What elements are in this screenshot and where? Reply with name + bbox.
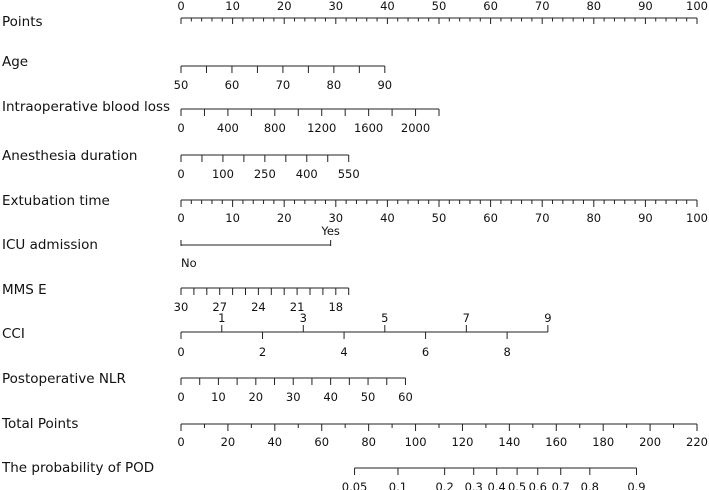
blood-loss-tick-label: 800 [264, 121, 286, 135]
extubation-time-title: Extubation time [2, 193, 110, 209]
extubation-tick-label: 10 [225, 211, 240, 225]
probability-tick-label: 0.2 [435, 480, 453, 490]
probability-tick-label: 0.05 [342, 480, 368, 490]
points-title: Points [2, 14, 43, 30]
cci-tick-label: 1 [218, 311, 225, 325]
probability-tick-label: 0.4 [488, 480, 506, 490]
cci-tick-label: 4 [340, 345, 347, 359]
points-tick-label: 20 [277, 0, 292, 13]
anesthesia-duration-tick-label: 250 [254, 167, 276, 181]
total-points-tick-label: 100 [405, 435, 427, 449]
nlr-tick-label: 60 [398, 390, 413, 404]
points-tick-label: 70 [535, 0, 550, 13]
total-points-title: Total Points [1, 416, 78, 432]
total-points-tick-label: 180 [592, 435, 614, 449]
cci-tick-label: 5 [381, 311, 388, 325]
total-points-tick-label: 80 [361, 435, 376, 449]
blood-loss-tick-label: 1600 [354, 121, 383, 135]
points-tick-label: 100 [686, 0, 708, 13]
nlr-tick-label: 20 [248, 390, 263, 404]
age-tick-label: 60 [225, 78, 240, 92]
nlr-title: Postoperative NLR [2, 371, 126, 387]
total-points-tick-label: 160 [545, 435, 567, 449]
icu-yes-label: Yes [320, 224, 340, 238]
blood-loss-title: Intraoperative blood loss [2, 99, 170, 115]
blood-loss-tick-label: 2000 [401, 121, 430, 135]
extubation-tick-label: 30 [328, 211, 343, 225]
total-points-tick-label: 120 [451, 435, 473, 449]
nlr-tick-label: 0 [177, 390, 184, 404]
age-tick-label: 70 [276, 78, 291, 92]
extubation-tick-label: 80 [586, 211, 601, 225]
icu-admission-title: ICU admission [2, 237, 98, 253]
probability-tick-label: 0.6 [529, 480, 547, 490]
extubation-tick-label: 40 [380, 211, 395, 225]
total-points-tick-label: 220 [686, 435, 708, 449]
mmse-tick-label: 24 [251, 300, 266, 314]
anesthesia-duration-tick-label: 100 [212, 167, 234, 181]
extubation-tick-label: 50 [432, 211, 447, 225]
extubation-tick-label: 70 [535, 211, 550, 225]
mmse-tick-label: 21 [290, 300, 305, 314]
nlr-tick-label: 10 [211, 390, 226, 404]
extubation-tick-label: 0 [177, 211, 184, 225]
total-points-tick-label: 60 [314, 435, 329, 449]
nlr-tick-label: 40 [323, 390, 338, 404]
mmse-tick-label: 27 [212, 300, 227, 314]
extubation-tick-label: 90 [638, 211, 653, 225]
blood-loss-tick-label: 1200 [307, 121, 336, 135]
probability-tick-label: 0.3 [465, 480, 483, 490]
nlr-tick-label: 30 [286, 390, 301, 404]
blood-loss-tick-label: 0 [177, 121, 184, 135]
mmse-title: MMS E [2, 282, 47, 298]
cci-tick-label: 8 [503, 345, 510, 359]
points-tick-label: 90 [638, 0, 653, 13]
total-points-tick-label: 200 [639, 435, 661, 449]
points-tick-label: 80 [586, 0, 601, 13]
icu-no-label: No [181, 256, 197, 270]
nlr-tick-label: 50 [361, 390, 376, 404]
age-tick-label: 50 [174, 78, 189, 92]
extubation-tick-label: 60 [483, 211, 498, 225]
points-tick-label: 0 [177, 0, 184, 13]
cci-tick-label: 7 [463, 311, 470, 325]
blood-loss-tick-label: 400 [217, 121, 239, 135]
cci-tick-label: 2 [259, 345, 266, 359]
total-points-tick-label: 20 [221, 435, 236, 449]
extubation-tick-label: 100 [686, 211, 708, 225]
cci-tick-label: 6 [422, 345, 429, 359]
total-points-tick-label: 0 [177, 435, 184, 449]
age-tick-label: 80 [327, 78, 342, 92]
anesthesia-duration-title: Anesthesia duration [2, 148, 137, 164]
extubation-tick-label: 20 [277, 211, 292, 225]
points-tick-label: 50 [432, 0, 447, 13]
cci-title: CCI [2, 326, 25, 342]
probability-tick-label: 0.5 [508, 480, 526, 490]
total-points-tick-label: 140 [498, 435, 520, 449]
anesthesia-duration-tick-label: 550 [338, 167, 360, 181]
mmse-tick-label: 30 [174, 300, 189, 314]
age-title: Age [2, 54, 28, 70]
probability-tick-label: 0.9 [627, 480, 645, 490]
age-tick-label: 90 [377, 78, 392, 92]
cci-tick-label: 3 [300, 311, 307, 325]
points-tick-label: 10 [225, 0, 240, 13]
probability-tick-label: 0.1 [389, 480, 407, 490]
points-tick-label: 30 [328, 0, 343, 13]
points-tick-label: 60 [483, 0, 498, 13]
probability-tick-label: 0.7 [552, 480, 570, 490]
mmse-tick-label: 18 [328, 300, 343, 314]
anesthesia-duration-tick-label: 0 [177, 167, 184, 181]
total-points-tick-label: 40 [267, 435, 282, 449]
cci-tick-label: 0 [177, 345, 184, 359]
probability-tick-label: 0.8 [581, 480, 599, 490]
anesthesia-duration-tick-label: 400 [296, 167, 318, 181]
cci-tick-label: 9 [544, 311, 551, 325]
probability-title: The probability of POD [1, 460, 154, 476]
points-tick-label: 40 [380, 0, 395, 13]
